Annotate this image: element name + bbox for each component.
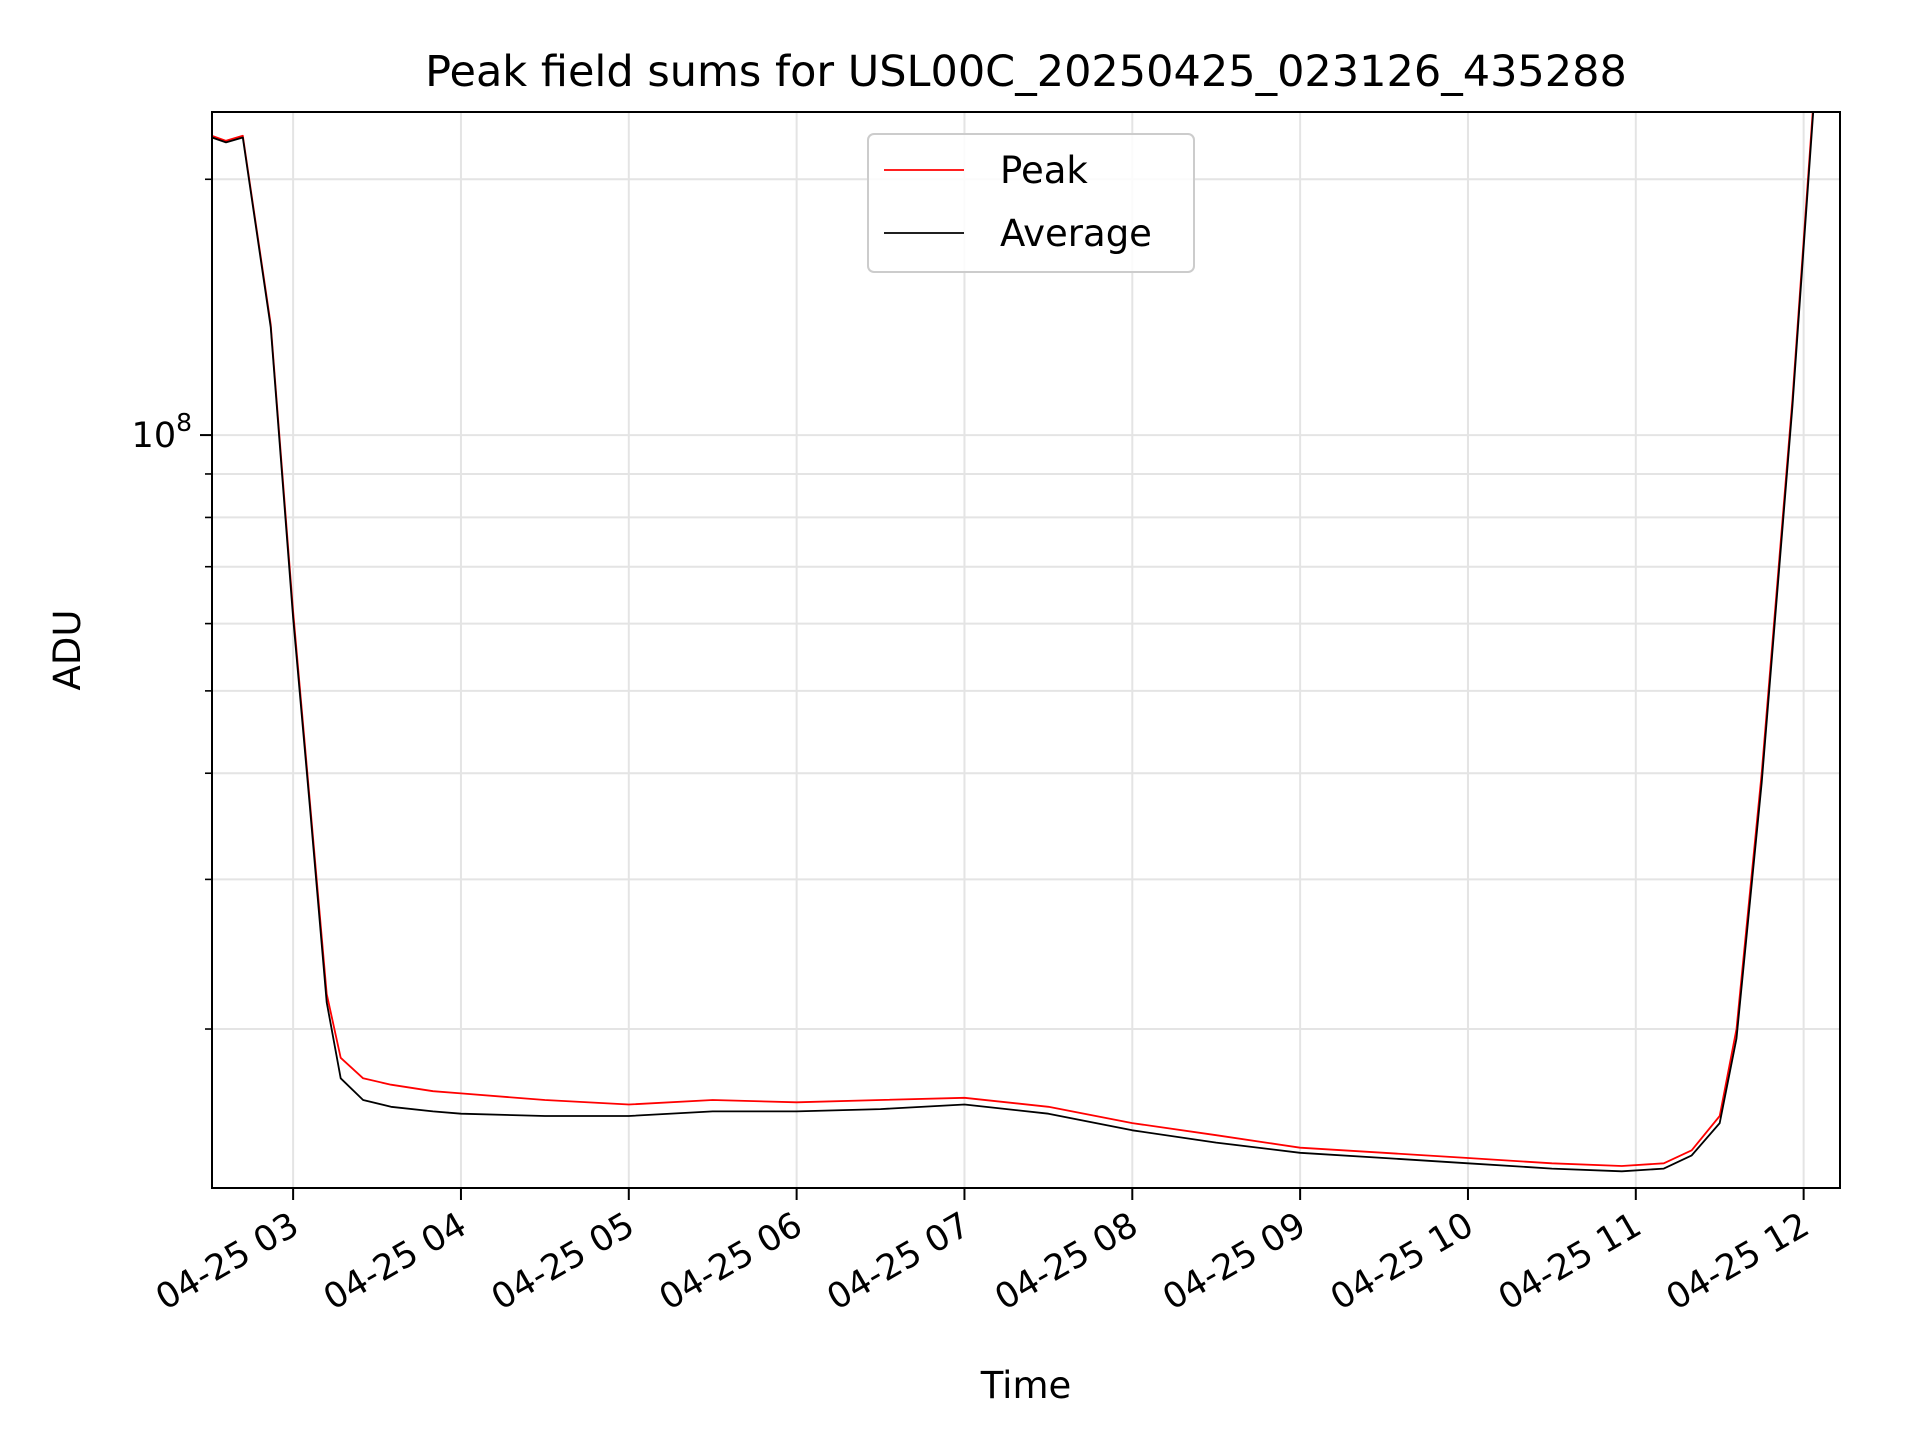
y-axis-label: ADU (46, 610, 89, 691)
x-axis-label: Time (980, 1364, 1072, 1407)
grid (212, 112, 1840, 1188)
legend: Peak Average (867, 133, 1195, 273)
series-lines (212, 112, 1815, 1173)
legend-label: Peak (1000, 149, 1088, 192)
series-line-average (212, 112, 1815, 1173)
legend-box (867, 133, 1195, 273)
legend-label: Average (1000, 212, 1152, 255)
plot-frame (211, 111, 1841, 1189)
y-tick-label: 108 (132, 408, 192, 456)
chart-title: Peak field sums for USL00C_20250425_0231… (425, 47, 1627, 97)
